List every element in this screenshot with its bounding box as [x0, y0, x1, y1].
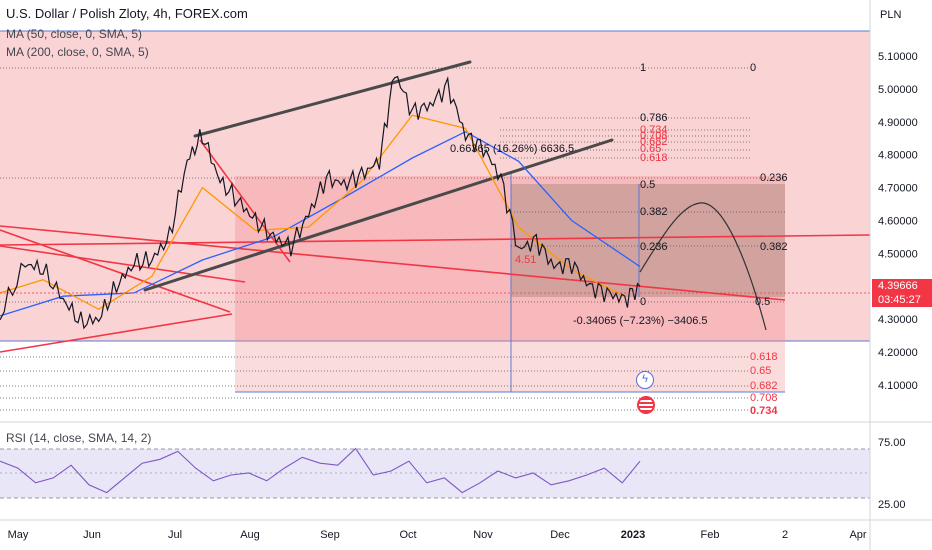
time-tick-label: May — [8, 529, 29, 541]
price-tick-label: 5.10000 — [878, 51, 918, 63]
us-flag-event-icon[interactable] — [637, 396, 655, 414]
fib-ext-065: 0.65 — [750, 365, 771, 377]
current-price-value: 4.39666 — [878, 280, 918, 292]
time-tick-label: 2023 — [621, 529, 645, 541]
price-axis-unit: PLN — [880, 9, 901, 21]
price-tick-label: 4.60000 — [878, 216, 918, 228]
fib-right-0382: 0.382 — [760, 241, 788, 253]
fib-label-0786: 0.786 — [640, 112, 668, 124]
fib-ext-0708: 0.708 — [750, 392, 778, 404]
time-tick-label: Sep — [320, 529, 340, 541]
measure-upper-text: 0.66365 (16.26%) 6636.5 — [450, 143, 574, 155]
fib-right-05: 0.5 — [755, 296, 770, 308]
fib-ext-0682: 0.682 — [750, 380, 778, 392]
fib-right-0236: 0.236 — [760, 172, 788, 184]
price-line[interactable] — [0, 75, 641, 330]
rsi-legend[interactable]: RSI (14, close, SMA, 14, 2) — [6, 431, 152, 445]
fib-extension-zone — [235, 342, 785, 392]
time-tick-label: Jun — [83, 529, 101, 541]
fib-ext-0734: 0.734 — [750, 405, 778, 417]
time-axis[interactable]: May Jun Jul Aug Sep Oct Nov Dec 2023 Feb 2 Apr — [8, 529, 867, 541]
measure-lower-text: -0.34065 (−7.23%) −3406.5 — [573, 315, 708, 327]
time-tick-label: 2 — [782, 529, 788, 541]
time-tick-label: Dec — [550, 529, 570, 541]
price-tick-label: 4.50000 — [878, 248, 918, 260]
chart-title[interactable]: U.S. Dollar / Polish Zloty, 4h, FOREX.co… — [6, 6, 248, 21]
ma50-line[interactable] — [0, 114, 626, 311]
red-trendlines[interactable] — [0, 139, 871, 353]
fib-label-0: 0 — [750, 62, 756, 74]
time-tick-label: Jul — [168, 529, 182, 541]
fib-label-0382: 0.382 — [640, 206, 668, 218]
price-tick-label: 4.80000 — [878, 150, 918, 162]
time-tick-label: Apr — [849, 529, 866, 541]
fib-label-0618: 0.618 — [640, 152, 668, 164]
fib-label-05: 0.5 — [640, 179, 655, 191]
rsi-band — [0, 449, 870, 498]
fib-label-1: 1 — [640, 62, 646, 74]
time-tick-label: Nov — [473, 529, 493, 541]
ma200-line[interactable] — [0, 130, 641, 317]
price-tick-label: 5.00000 — [878, 84, 918, 96]
fib-label-0b: 0 — [640, 296, 646, 308]
price-tick-label: 4.70000 — [878, 183, 918, 195]
fib-label-0708: 0.708 — [640, 130, 668, 142]
bar-countdown: 03:45:27 — [878, 294, 921, 306]
price-tick-label: 4.30000 — [878, 314, 918, 326]
fib-label-0236: 0.236 — [640, 241, 668, 253]
rsi-axis-75: 75.00 — [878, 437, 906, 449]
price-axis[interactable]: 5.10000 5.00000 4.90000 4.80000 4.70000 4.600… — [878, 51, 918, 392]
fib-level-lines — [0, 67, 785, 411]
price-tick-label: 4.10000 — [878, 380, 918, 392]
price-tick-label: 4.90000 — [878, 117, 918, 129]
fib-label-065: 0.65 — [640, 143, 661, 155]
fib-label-0682: 0.682 — [640, 136, 668, 148]
channel-lines[interactable] — [143, 60, 614, 292]
time-tick-label: Feb — [701, 529, 720, 541]
fib-ext-0618: 0.618 — [750, 351, 778, 363]
time-tick-label: Aug — [240, 529, 260, 541]
rsi-axis-25: 25.00 — [878, 499, 906, 511]
ma200-legend[interactable]: MA (200, close, 0, SMA, 5) — [6, 45, 149, 59]
lightning-icon[interactable]: ϟ — [636, 371, 654, 389]
small-price-label: 4.51 — [515, 254, 536, 266]
projection-curve[interactable] — [639, 202, 767, 331]
fib-label-0734: 0.734 — [640, 124, 668, 136]
ma50-legend[interactable]: MA (50, close, 0, SMA, 5) — [6, 27, 143, 41]
time-tick-label: Oct — [399, 529, 416, 541]
price-tick-label: 4.20000 — [878, 347, 918, 359]
rsi-line[interactable] — [0, 447, 641, 494]
current-price-badge[interactable]: 4.39666 03:45:27 — [872, 279, 932, 307]
